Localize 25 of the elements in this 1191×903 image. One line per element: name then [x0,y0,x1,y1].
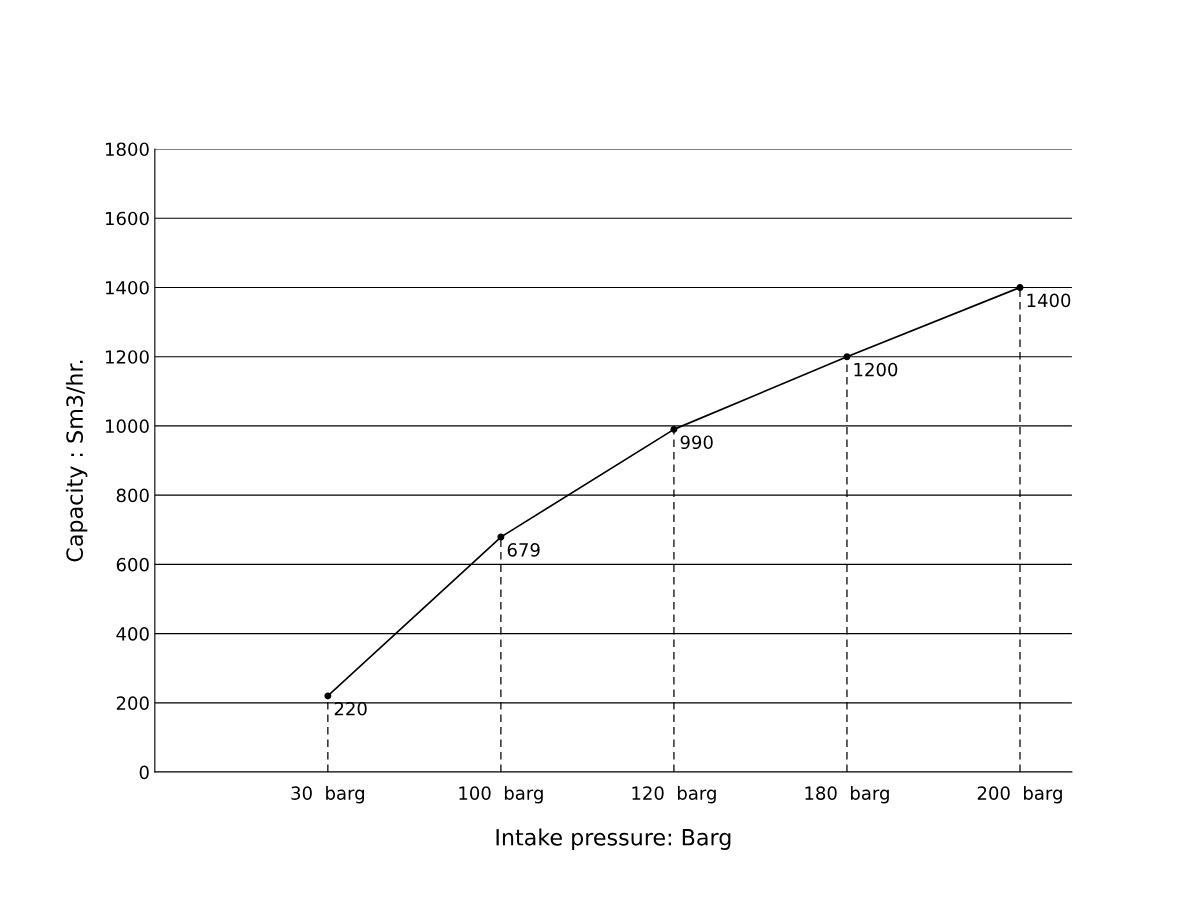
y-tick-label: 200 [116,696,149,710]
x-tick-label: 120 barg [632,785,716,804]
x-tick-label: 200 barg [977,785,1062,804]
data-label: 1400 [1027,293,1071,308]
y-tick-label: 1000 [106,419,149,434]
point [670,425,678,433]
x-tick-label: 180 barg [805,785,889,804]
y-tick-label: 1400 [106,280,149,295]
point [843,353,851,361]
x-tick-label: 30 barg [291,785,364,804]
data-label: 679 [507,543,540,557]
y-tick-label: 0 [139,765,149,780]
y-tick-label: 800 [116,488,149,503]
data-label: 990 [680,435,713,450]
data-label: 1200 [854,362,898,377]
data-label: 220 [334,701,367,716]
y-axis-title: Capacity : Sm3/hr. [65,360,88,562]
y-tick-label: 1600 [106,211,149,226]
y-tick-label: 600 [116,557,149,572]
y-tick-label: 1200 [106,350,149,364]
y-tick-label: 1800 [106,142,149,157]
x-axis-title: Intake pressure: Barg [496,828,731,850]
y-tick-label: 400 [116,627,149,641]
point [1016,283,1024,291]
x-tick-label: 100 barg [459,785,543,804]
